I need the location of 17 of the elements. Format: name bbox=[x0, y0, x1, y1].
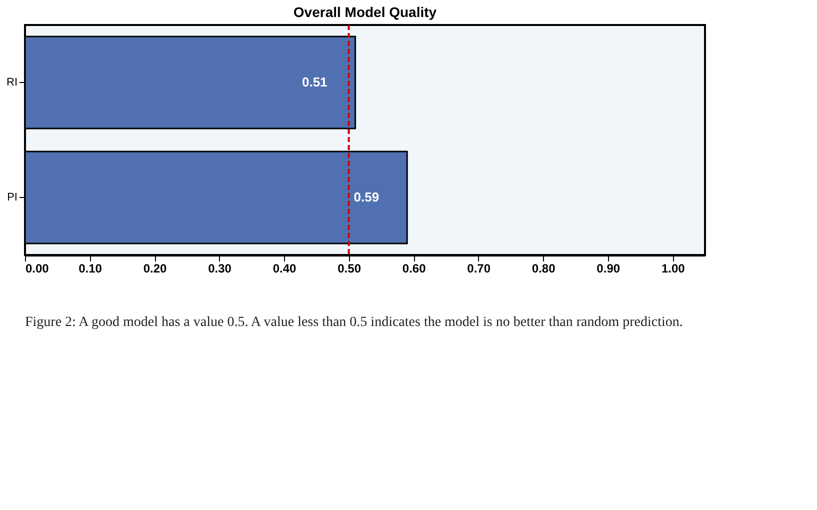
caption: Figure 2: A good model has a value 0.5. A value less than 0.5 indicates the model is no better than random prediction. bbox=[25, 315, 683, 330]
x-tick-label: 0.60 bbox=[402, 262, 426, 276]
x-tick-label: 0.00 bbox=[26, 262, 50, 276]
x-tick-label: 0.20 bbox=[143, 262, 168, 276]
x-tick-label: 0.50 bbox=[338, 262, 362, 276]
x-tick-label: 0.30 bbox=[208, 262, 232, 276]
y-tick-label: RI bbox=[6, 76, 18, 88]
x-tick-label: 0.80 bbox=[532, 262, 556, 276]
x-tick-label: 0.10 bbox=[78, 262, 102, 276]
data-label: 0.59 bbox=[354, 190, 380, 204]
x-tick-label: 0.90 bbox=[596, 262, 620, 276]
x-tick-label: 0.40 bbox=[272, 262, 297, 276]
chart-title: Overall Model Quality bbox=[293, 4, 437, 20]
x-tick-label: 1.00 bbox=[661, 262, 686, 276]
data-label: 0.51 bbox=[302, 74, 328, 90]
x-tick-label: 0.70 bbox=[467, 262, 491, 276]
y-tick-label: PI bbox=[7, 192, 18, 204]
